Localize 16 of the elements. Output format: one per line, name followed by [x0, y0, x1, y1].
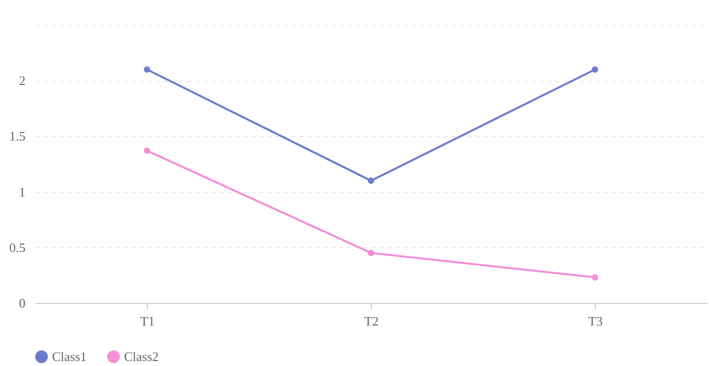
- legend-label: Class1: [52, 348, 87, 364]
- x-tick-label: T2: [364, 314, 379, 328]
- y-tick-label: 2: [19, 73, 26, 88]
- point: [592, 66, 598, 73]
- x-tick-label: T1: [140, 314, 155, 328]
- y-tick-label: 0: [19, 296, 26, 310]
- legend-label: Class2: [124, 348, 159, 364]
- y-tick-label: 1: [19, 184, 26, 200]
- point: [592, 274, 598, 281]
- point: [144, 148, 150, 154]
- point: [368, 178, 374, 184]
- point: [368, 250, 374, 256]
- point: [144, 66, 150, 73]
- y-tick-label: 1.5: [9, 128, 26, 144]
- y-tick-label: 0.5: [9, 240, 26, 255]
- x-tick-label: T3: [588, 314, 603, 328]
